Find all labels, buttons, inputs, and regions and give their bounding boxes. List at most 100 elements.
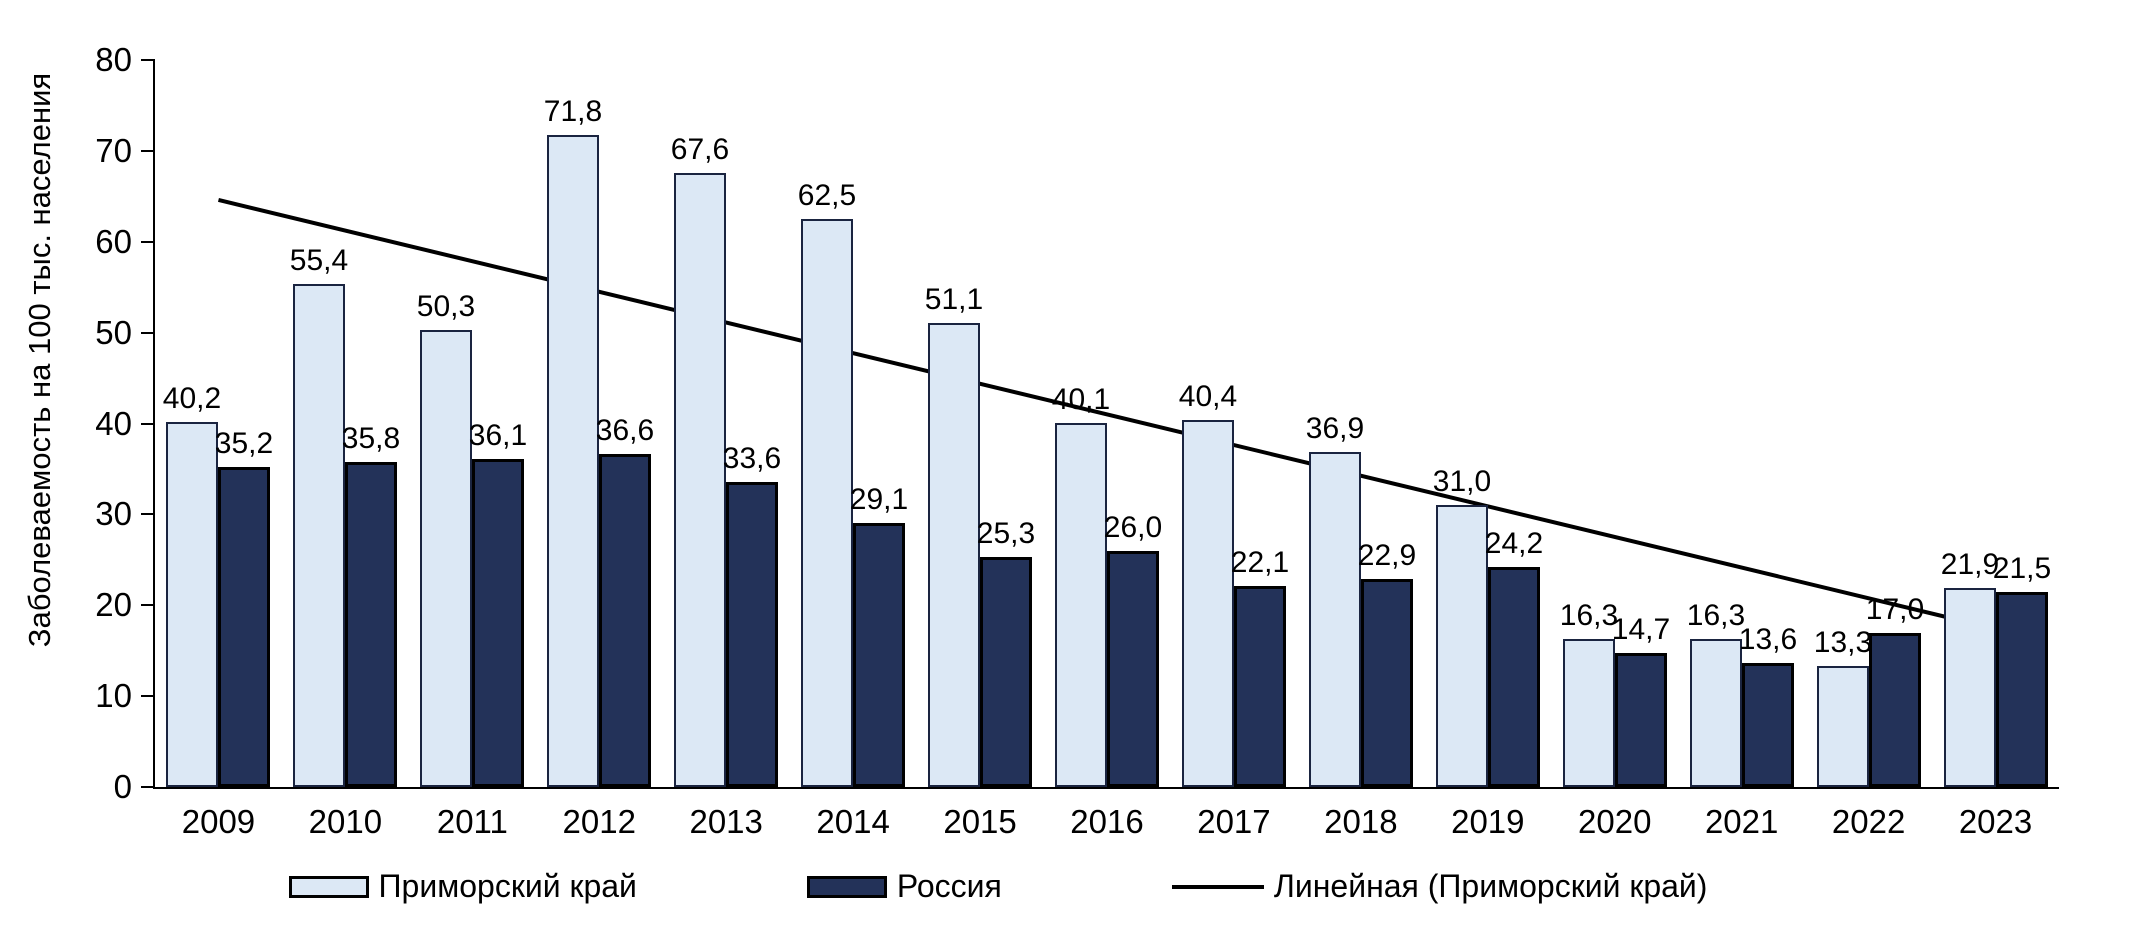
x-axis-label-2014: 2014 (816, 803, 890, 840)
bar-primorsky-2020 (1563, 639, 1615, 787)
bar-russia-2010 (345, 462, 397, 787)
bar-russia-2019 (1488, 567, 1540, 787)
bar-primorsky-2014 (801, 219, 853, 787)
bar-value-label: 55,4 (289, 244, 349, 277)
x-axis-label-2009: 2009 (181, 803, 256, 840)
legend-label-russia: Россия (896, 868, 1002, 904)
bar-russia-2023 (1996, 592, 2048, 787)
y-tick-label: 0 (113, 768, 132, 805)
legend-item-russia: Россия (806, 868, 1002, 905)
y-tick-label: 10 (95, 677, 132, 715)
bar-russia-2011 (472, 459, 524, 787)
y-axis-title: Заболеваемость на 100 тыс. населения (22, 72, 57, 648)
bar-primorsky-2023 (1944, 588, 1996, 787)
legend: Приморский край Россия Линейная (Приморс… (0, 868, 2146, 905)
x-axis-label-2020: 2020 (1578, 803, 1652, 840)
bar-russia-2016 (1107, 551, 1159, 787)
x-axis-label-2013: 2013 (689, 803, 763, 840)
plot-area: 0 10 20 30 40 50 60 70 80 40,2 35,2 2009 55,4 35,8 201… (95, 43, 2059, 840)
y-tick-label: 70 (95, 131, 132, 169)
bar-value-label: 14,7 (1611, 613, 1671, 646)
x-axis-label-2022: 2022 (1831, 803, 1906, 840)
x-axis-label-2015: 2015 (943, 803, 1017, 840)
russia-swatch-icon (806, 875, 887, 898)
x-axis-label-2021: 2021 (1704, 803, 1779, 840)
bar-value-label: 22,9 (1357, 539, 1417, 572)
y-tick (141, 149, 155, 152)
bar-value-label: 16,3 (1686, 599, 1746, 632)
x-axis-label-2011: 2011 (436, 803, 508, 840)
bar-value-label: 31,0 (1432, 465, 1492, 498)
x-axis-label-2010: 2010 (308, 803, 383, 840)
bar-value-label: 13,6 (1738, 623, 1798, 656)
y-tick-label: 50 (95, 313, 132, 351)
bar-value-label: 36,9 (1305, 412, 1365, 445)
y-tick-label: 30 (95, 495, 132, 533)
bar-primorsky-2010 (293, 284, 345, 787)
y-tick-label: 80 (95, 41, 132, 78)
bar-value-label: 40,1 (1051, 383, 1111, 416)
y-tick (141, 331, 155, 334)
x-axis-label-2012: 2012 (562, 803, 636, 840)
bar-value-label: 13,3 (1813, 626, 1873, 659)
x-axis-label-2019: 2019 (1451, 803, 1525, 840)
y-tick-label: 20 (95, 586, 132, 624)
bar-value-label: 21,5 (1992, 552, 2052, 585)
bar-russia-2017 (1234, 586, 1286, 787)
y-tick-label: 60 (95, 222, 132, 260)
bar-russia-2015 (980, 557, 1032, 787)
y-tick-label: 40 (95, 404, 132, 442)
x-axis-label-2023: 2023 (1958, 803, 2033, 840)
bar-primorsky-2018 (1309, 452, 1361, 787)
y-tick (141, 604, 155, 607)
legend-label-primorsky: Приморский край (378, 868, 637, 904)
bar-primorsky-2011 (420, 330, 472, 787)
bar-value-label: 29,1 (849, 483, 909, 516)
bar-primorsky-2019 (1436, 505, 1488, 787)
bar-value-label: 24,2 (1484, 527, 1544, 560)
x-axis-label-2016: 2016 (1070, 803, 1144, 840)
bar-russia-2020 (1615, 653, 1667, 787)
trendline-swatch-icon (1171, 884, 1264, 889)
bar-value-label: 16,3 (1559, 599, 1619, 632)
bar-russia-2014 (853, 523, 905, 787)
bar-value-label: 17,0 (1865, 593, 1925, 626)
y-tick (141, 513, 155, 516)
y-tick (141, 786, 155, 788)
bar-value-label: 71,8 (543, 95, 603, 128)
bar-value-label: 35,8 (341, 422, 401, 455)
bar-value-label: 67,6 (670, 133, 730, 166)
bar-value-label: 25,3 (976, 517, 1036, 550)
y-tick (141, 422, 155, 425)
bar-primorsky-2016 (1055, 423, 1107, 787)
x-axis-label-2018: 2018 (1324, 803, 1398, 840)
bar-value-label: 36,1 (468, 419, 528, 452)
bar-russia-2012 (599, 454, 651, 787)
bar-primorsky-2012 (547, 135, 599, 787)
bar-primorsky-2022 (1817, 666, 1869, 787)
bar-primorsky-2015 (928, 323, 980, 787)
bar-value-label: 36,6 (595, 414, 655, 447)
bar-russia-2022 (1869, 633, 1921, 787)
bar-value-label: 50,3 (416, 290, 476, 323)
bar-primorsky-2021 (1690, 639, 1742, 787)
bar-russia-2009 (218, 467, 270, 787)
legend-label-trendline: Линейная (Приморский край) (1273, 868, 1708, 904)
bar-value-label: 40,2 (162, 382, 222, 415)
bar-value-label: 51,1 (924, 283, 984, 316)
y-tick (141, 59, 155, 61)
bar-value-label: 33,6 (722, 442, 782, 475)
x-axis-label-2017: 2017 (1197, 803, 1271, 840)
y-tick (141, 695, 155, 698)
bar-primorsky-2009 (166, 422, 218, 787)
bar-value-label: 22,1 (1230, 546, 1290, 579)
bar-russia-2013 (726, 482, 778, 787)
bar-primorsky-2013 (674, 173, 726, 787)
legend-item-primorsky: Приморский край (288, 868, 637, 905)
legend-item-trendline: Линейная (Приморский край) (1171, 868, 1708, 905)
bar-value-label: 35,2 (214, 427, 274, 460)
y-tick (141, 240, 155, 243)
bar-primorsky-2017 (1182, 420, 1234, 787)
bar-value-label: 40,4 (1178, 380, 1238, 413)
